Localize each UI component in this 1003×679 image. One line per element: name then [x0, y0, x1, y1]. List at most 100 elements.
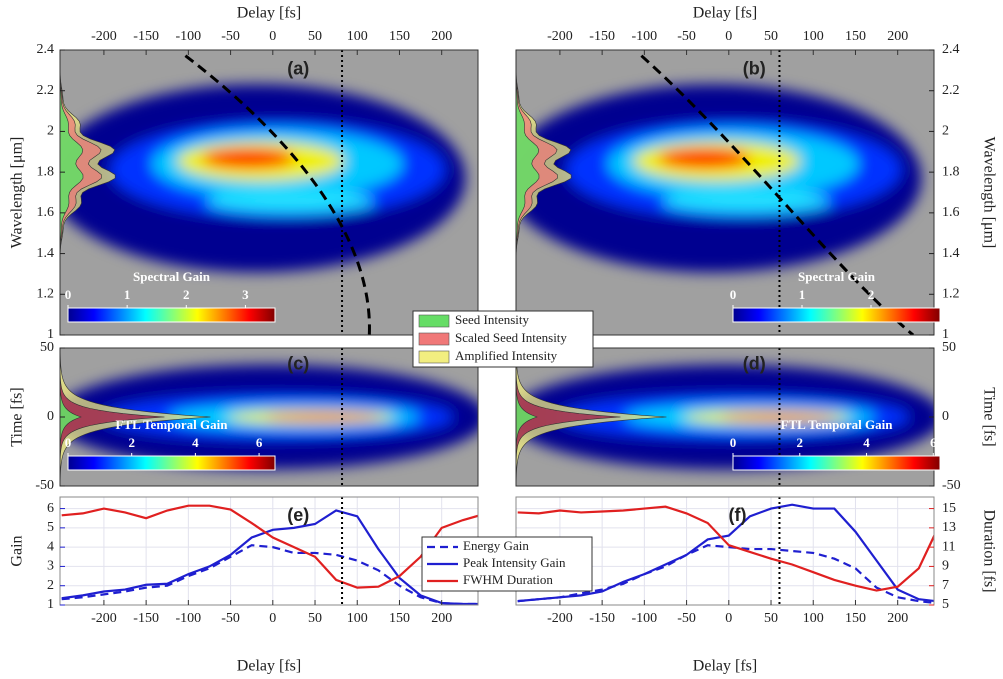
x-tick-label: 100 — [803, 29, 824, 44]
y-tick-label: 50 — [942, 340, 956, 355]
heatmap-blob — [662, 189, 830, 213]
heatmap — [60, 84, 466, 273]
x-tick-label: 150 — [389, 611, 410, 626]
colorbar-tick-label: 0 — [65, 287, 72, 302]
x-tick-label: 50 — [764, 29, 778, 44]
x-tick-label: -200 — [547, 29, 573, 44]
panel-label: (d) — [743, 353, 766, 373]
data-line — [61, 544, 478, 605]
panel-label: (a) — [287, 59, 309, 79]
legend-label: Energy Gain — [463, 538, 529, 553]
legend-swatch — [418, 314, 450, 328]
plot-area — [60, 348, 478, 486]
y-tick-label: 0 — [47, 409, 54, 424]
plot-area — [516, 50, 934, 335]
plot-background — [60, 497, 478, 605]
x-tick-label: -150 — [133, 29, 159, 44]
y-tick-label: 1.8 — [942, 164, 960, 179]
colorbar — [67, 455, 276, 471]
y-axis-title: Duration [fs] — [980, 509, 997, 592]
y-tick-label: 15 — [942, 501, 956, 516]
x-tick-label: -100 — [176, 611, 202, 626]
panel-label: (e) — [287, 505, 309, 525]
x-tick-label: 50 — [764, 611, 778, 626]
legend-swatch — [418, 350, 450, 364]
heatmap-blob — [658, 148, 751, 169]
dashed-curve — [640, 54, 915, 335]
y-axis-title: Time [fs] — [980, 387, 997, 446]
y-tick-label: 5 — [47, 520, 54, 535]
legend-label: Seed Intensity — [455, 312, 530, 327]
colorbar-tick-label: 0 — [65, 435, 72, 450]
y-tick-label: 1 — [47, 327, 54, 342]
y-tick-label: 11 — [942, 539, 955, 554]
legend-label: Amplified Intensity — [455, 348, 558, 363]
y-tick-label: 1.2 — [37, 287, 55, 302]
legend-swatch — [418, 332, 450, 346]
y-axis-title: Wavelength [μm] — [9, 137, 26, 249]
colorbar-tick-label: 4 — [192, 435, 199, 450]
y-axis-title: Wavelength [μm] — [980, 137, 997, 249]
y-tick-label: 7 — [942, 578, 949, 593]
colorbar-tick-label: 0 — [730, 435, 737, 450]
y-tick-label: -50 — [35, 478, 54, 493]
x-axis-title: Delay [fs] — [693, 5, 757, 22]
x-tick-label: -50 — [221, 29, 240, 44]
y-tick-label: 2 — [47, 578, 54, 593]
x-tick-label: 0 — [725, 29, 732, 44]
data-line — [517, 505, 934, 592]
y-tick-label: 1.4 — [942, 246, 960, 261]
colorbar-tick-label: 2 — [128, 435, 135, 450]
x-axis-title: Delay [fs] — [237, 658, 301, 675]
y-tick-label: 1 — [47, 597, 54, 612]
y-tick-label: 3 — [47, 559, 54, 574]
y-tick-label: -50 — [942, 478, 961, 493]
panel-label: (f) — [729, 505, 747, 525]
data-line — [517, 503, 934, 603]
y-tick-label: 13 — [942, 520, 956, 535]
x-tick-label: -200 — [547, 611, 573, 626]
x-tick-label: 0 — [725, 611, 732, 626]
x-tick-label: 200 — [431, 611, 452, 626]
x-tick-label: 0 — [269, 611, 276, 626]
axes-frame — [515, 49, 935, 336]
heatmap-blob — [202, 148, 295, 169]
heatmap-blob — [264, 413, 382, 421]
colorbar-tick-label: 6 — [256, 435, 263, 450]
x-tick-label: -100 — [632, 611, 658, 626]
y-tick-label: 50 — [40, 340, 54, 355]
colorbar-tick-label: 3 — [242, 287, 249, 302]
colorbar-tick-label: 2 — [868, 287, 875, 302]
data-line — [61, 504, 478, 589]
colorbar — [732, 307, 941, 323]
colorbar-tick-label: 6 — [930, 435, 937, 450]
heatmap-blob — [720, 413, 838, 421]
legend-label: Scaled Seed Intensity — [455, 330, 567, 345]
colorbar-title: FTL Temporal Gain — [116, 417, 229, 432]
x-tick-label: 200 — [887, 611, 908, 626]
panel-label: (c) — [287, 353, 309, 373]
heatmap — [516, 84, 922, 273]
data-line — [61, 509, 478, 605]
y-axis-title: Gain — [9, 535, 26, 566]
heatmap-blob — [206, 189, 374, 213]
dashed-curve — [184, 54, 371, 335]
y-tick-label: 1 — [942, 327, 949, 342]
x-tick-label: 200 — [431, 29, 452, 44]
x-tick-label: 150 — [389, 29, 410, 44]
x-tick-label: -150 — [589, 611, 615, 626]
y-tick-label: 2.4 — [942, 42, 960, 57]
colorbar-tick-label: 3 — [937, 287, 944, 302]
plot-area — [60, 50, 478, 335]
colorbar-tick-label: 2 — [183, 287, 190, 302]
colorbar-title: Spectral Gain — [798, 269, 876, 284]
x-tick-label: -100 — [632, 29, 658, 44]
data-line — [517, 544, 934, 604]
y-tick-label: 1.4 — [37, 246, 55, 261]
y-tick-label: 6 — [47, 501, 54, 516]
x-tick-label: -200 — [91, 611, 117, 626]
y-tick-label: 2.2 — [942, 83, 960, 98]
y-tick-label: 2 — [942, 124, 949, 139]
